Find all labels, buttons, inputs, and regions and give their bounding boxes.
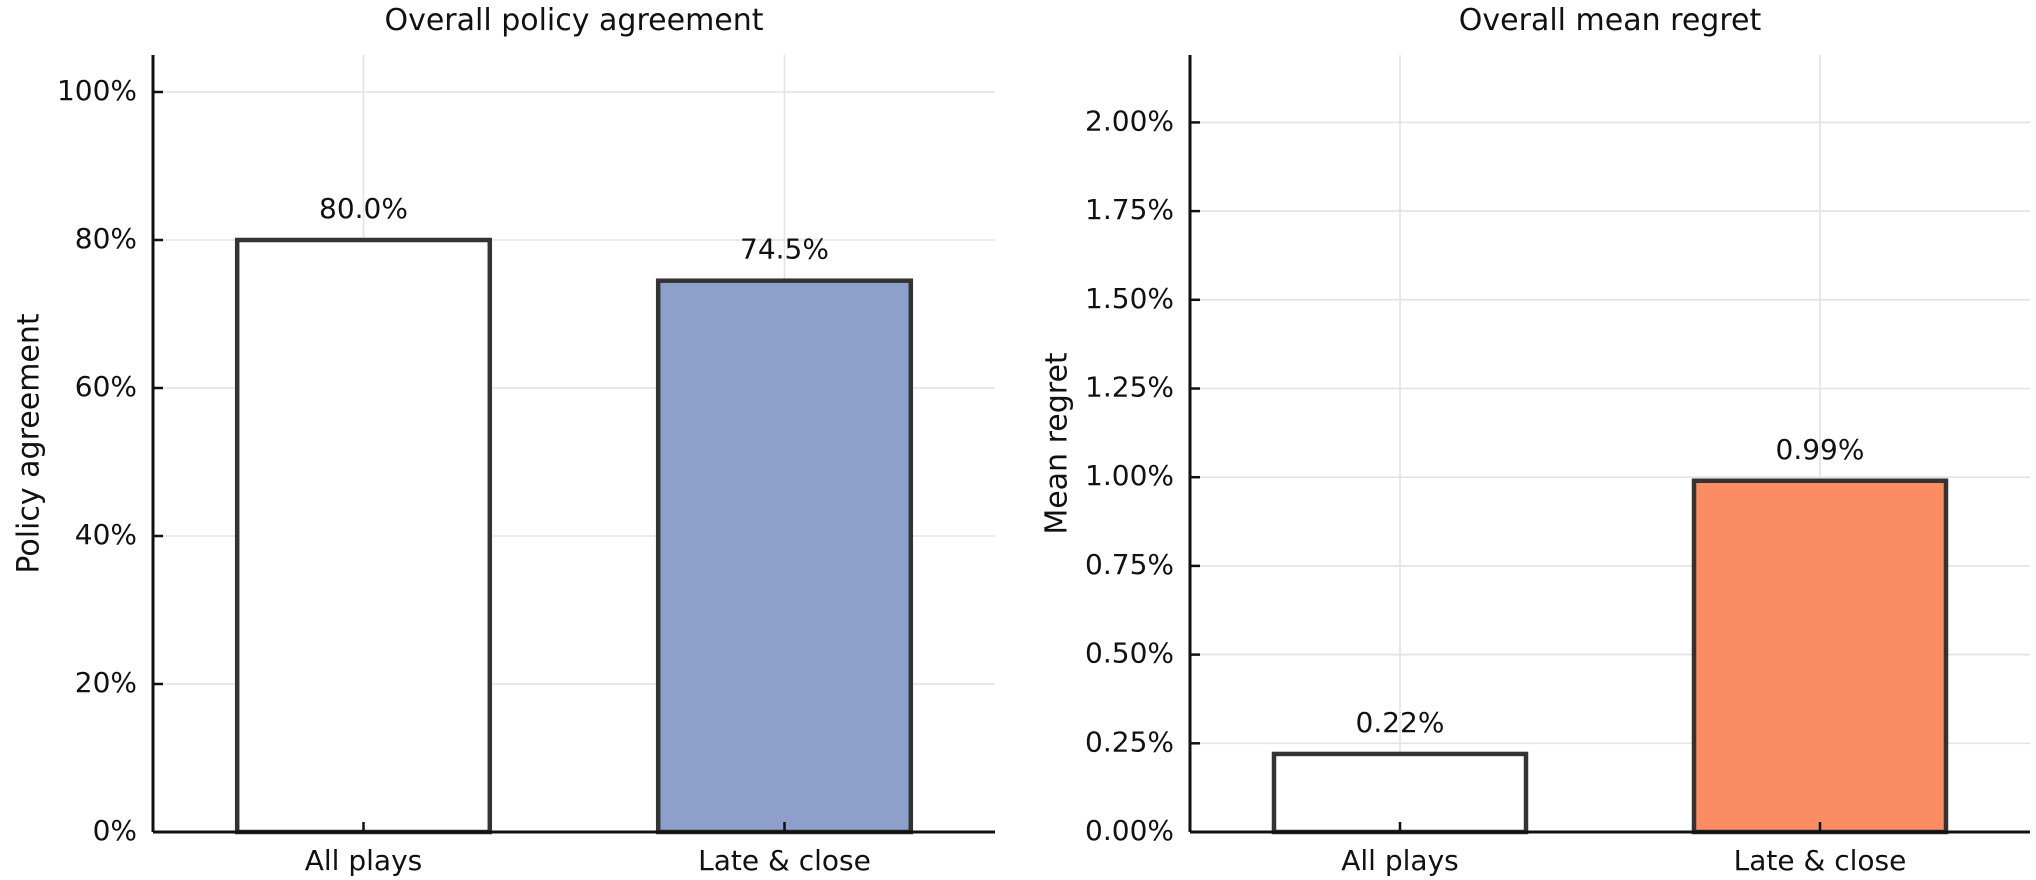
y-tick-label: 1.00% (1085, 459, 1174, 492)
bar-all-plays (1271, 751, 1529, 835)
mean-regret-title: Overall mean regret (1459, 3, 1762, 38)
y-tick-label: 0.50% (1085, 637, 1174, 670)
mean-regret-x-ticks: All plays Late & close (1341, 822, 1906, 877)
y-tick-label: 1.50% (1085, 282, 1174, 315)
policy-agreement-y-axis-label: Policy agreement (12, 313, 47, 574)
bar-late-close (655, 278, 914, 835)
y-tick-label: 60% (75, 370, 137, 403)
policy-agreement-title: Overall policy agreement (384, 3, 763, 38)
mean-regret-y-axis-label: Mean regret (1040, 352, 1075, 535)
bar-value-label: 0.22% (1356, 706, 1445, 739)
bar-value-label: 80.0% (319, 192, 408, 225)
y-tick-label: 80% (75, 222, 137, 255)
x-tick-label: All plays (1341, 844, 1458, 877)
y-tick-label: 0.00% (1085, 814, 1174, 847)
policy-agreement-y-ticks: 0% 20% 40% 60% 80% 100% (57, 74, 163, 847)
bar-value-label: 0.99% (1776, 433, 1865, 466)
y-tick-label: 1.25% (1085, 371, 1174, 404)
mean-regret-y-ticks: 0.00% 0.25% 0.50% 0.75% 1.00% 1.25% 1.50% 1.75%… (1085, 104, 1200, 847)
mean-regret-axes (1188, 55, 2030, 834)
policy-agreement-axes (151, 55, 995, 834)
y-tick-label: 0% (93, 814, 137, 847)
y-tick-label: 20% (75, 666, 137, 699)
y-tick-label: 40% (75, 518, 137, 551)
mean-regret-data-labels: 0.22% 0.99% (1356, 433, 1865, 739)
y-tick-label: 2.00% (1085, 104, 1174, 137)
bar-all-plays (234, 237, 493, 835)
policy-agreement-data-labels: 80.0% 74.5% (319, 192, 829, 266)
mean-regret-chart: Overall mean regret Mean regret 0.00% 0.2… (1040, 3, 2030, 877)
x-tick-label: Late & close (1734, 844, 1907, 877)
y-tick-label: 0.75% (1085, 548, 1174, 581)
policy-agreement-x-ticks: All plays Late & close (305, 822, 871, 877)
y-tick-label: 100% (57, 74, 137, 107)
mean-regret-bars (1271, 478, 1949, 835)
policy-agreement-chart: Overall policy agreement Policy agreemen… (12, 3, 995, 877)
bar-value-label: 74.5% (740, 233, 829, 266)
y-tick-label: 1.75% (1085, 193, 1174, 226)
y-tick-label: 0.25% (1085, 725, 1174, 758)
x-tick-label: Late & close (698, 844, 871, 877)
bar-late-close (1691, 478, 1949, 835)
x-tick-label: All plays (305, 844, 422, 877)
